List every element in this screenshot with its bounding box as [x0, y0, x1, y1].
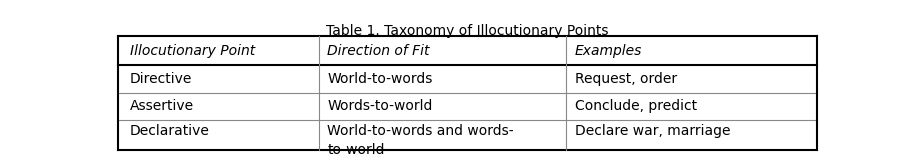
Text: Illocutionary Point: Illocutionary Point: [129, 44, 254, 58]
Text: Directive: Directive: [129, 72, 191, 86]
Text: World-to-words: World-to-words: [327, 72, 433, 86]
Text: Declare war, marriage: Declare war, marriage: [574, 124, 730, 138]
Text: Words-to-world: Words-to-world: [327, 99, 433, 113]
Text: Table 1. Taxonomy of Illocutionary Points: Table 1. Taxonomy of Illocutionary Point…: [326, 24, 608, 38]
Text: Conclude, predict: Conclude, predict: [574, 99, 696, 113]
Text: Request, order: Request, order: [574, 72, 676, 86]
Text: Declarative: Declarative: [129, 124, 210, 138]
Text: Direction of Fit: Direction of Fit: [327, 44, 429, 58]
Text: World-to-words and words-
to-world: World-to-words and words- to-world: [327, 124, 514, 157]
Text: Examples: Examples: [574, 44, 641, 58]
Text: Assertive: Assertive: [129, 99, 193, 113]
